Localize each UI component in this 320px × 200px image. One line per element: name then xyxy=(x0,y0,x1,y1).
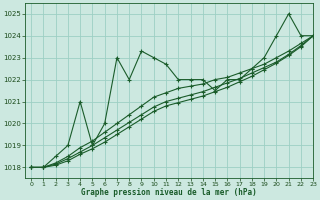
X-axis label: Graphe pression niveau de la mer (hPa): Graphe pression niveau de la mer (hPa) xyxy=(81,188,257,197)
